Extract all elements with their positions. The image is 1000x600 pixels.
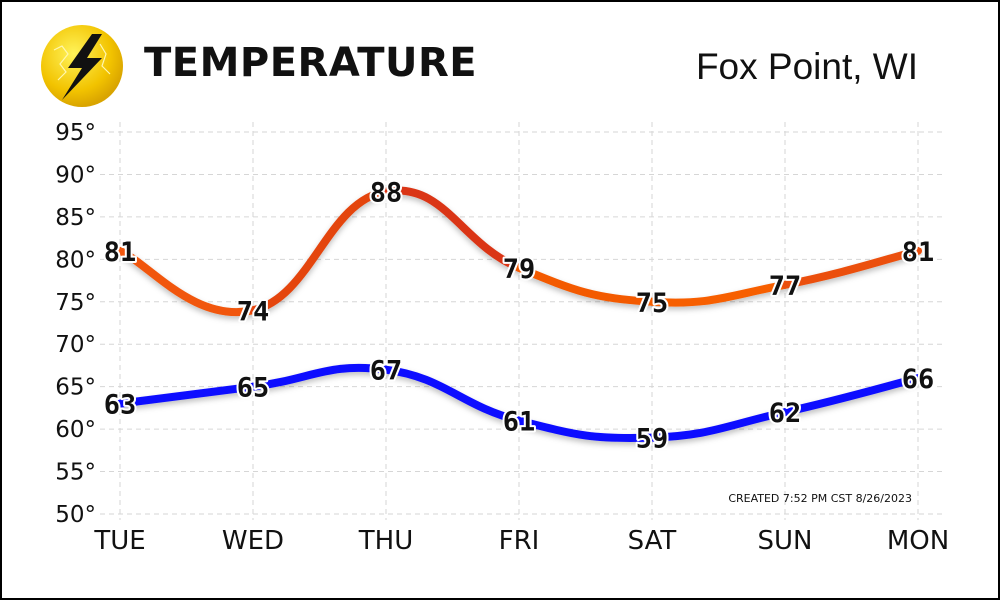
y-tick-label: 75°	[55, 290, 96, 316]
x-tick-label: SAT	[628, 526, 677, 556]
series-lines	[116, 186, 922, 443]
high-line-segment	[382, 186, 523, 272]
low-data-label: 65	[237, 373, 270, 404]
y-tick-label: 70°	[55, 332, 96, 358]
high-line-segment	[515, 263, 656, 306]
high-line-segment	[648, 280, 789, 307]
y-tick-label: 90°	[55, 162, 96, 188]
low-data-label: 63	[104, 390, 137, 421]
low-data-label: 59	[636, 424, 669, 455]
high-data-label: 81	[902, 237, 935, 268]
low-line-segment	[648, 408, 789, 442]
x-tick-label: SUN	[758, 526, 813, 556]
y-tick-label: 50°	[55, 502, 96, 528]
high-data-label: 75	[636, 288, 669, 319]
low-line-segment	[515, 416, 656, 443]
low-line-segment	[116, 382, 257, 408]
x-axis: TUE WED THU FRI SAT SUN MON	[93, 526, 949, 556]
y-tick-label: 95°	[55, 120, 96, 146]
x-tick-label: WED	[222, 526, 284, 556]
grid-lines	[100, 122, 945, 520]
x-tick-label: FRI	[499, 526, 540, 556]
lightning-bolt-icon	[41, 25, 123, 107]
chart-title: TEMPERATURE	[144, 40, 478, 86]
low-line-segment	[781, 374, 922, 417]
high-data-label: 79	[503, 254, 536, 285]
high-data-label: 74	[237, 296, 270, 327]
low-temperature-line	[116, 363, 922, 443]
x-tick-label: THU	[358, 526, 413, 556]
high-temperature-line	[116, 186, 922, 317]
created-timestamp: CREATED 7:52 PM CST 8/26/2023	[728, 492, 912, 505]
high-line-segment	[781, 246, 922, 289]
low-data-label: 61	[503, 407, 536, 438]
low-data-label: 62	[769, 398, 802, 429]
y-tick-label: 65°	[55, 375, 96, 401]
y-tick-label: 55°	[55, 460, 96, 486]
low-data-label: 66	[902, 364, 935, 395]
x-tick-label: TUE	[93, 526, 145, 556]
y-tick-label: 80°	[55, 247, 96, 273]
low-line-segment	[382, 365, 523, 425]
low-line-segment	[249, 363, 390, 391]
high-line-segment	[249, 187, 390, 315]
y-axis: 50° 55° 60° 65° 70° 75° 80° 85° 90° 95°	[55, 120, 96, 528]
high-data-label: 77	[769, 271, 802, 302]
x-tick-label: MON	[887, 526, 949, 556]
high-data-label: 88	[370, 177, 403, 208]
y-tick-label: 60°	[55, 417, 96, 443]
low-data-label: 67	[370, 356, 403, 387]
high-data-label: 81	[104, 237, 137, 268]
location-label: Fox Point, WI	[695, 46, 918, 87]
high-line-segment	[116, 246, 257, 317]
data-labels: 81 74 88 79 75 77 81 63 65 67 61 59 62 66	[102, 175, 937, 456]
y-tick-label: 85°	[55, 205, 96, 231]
